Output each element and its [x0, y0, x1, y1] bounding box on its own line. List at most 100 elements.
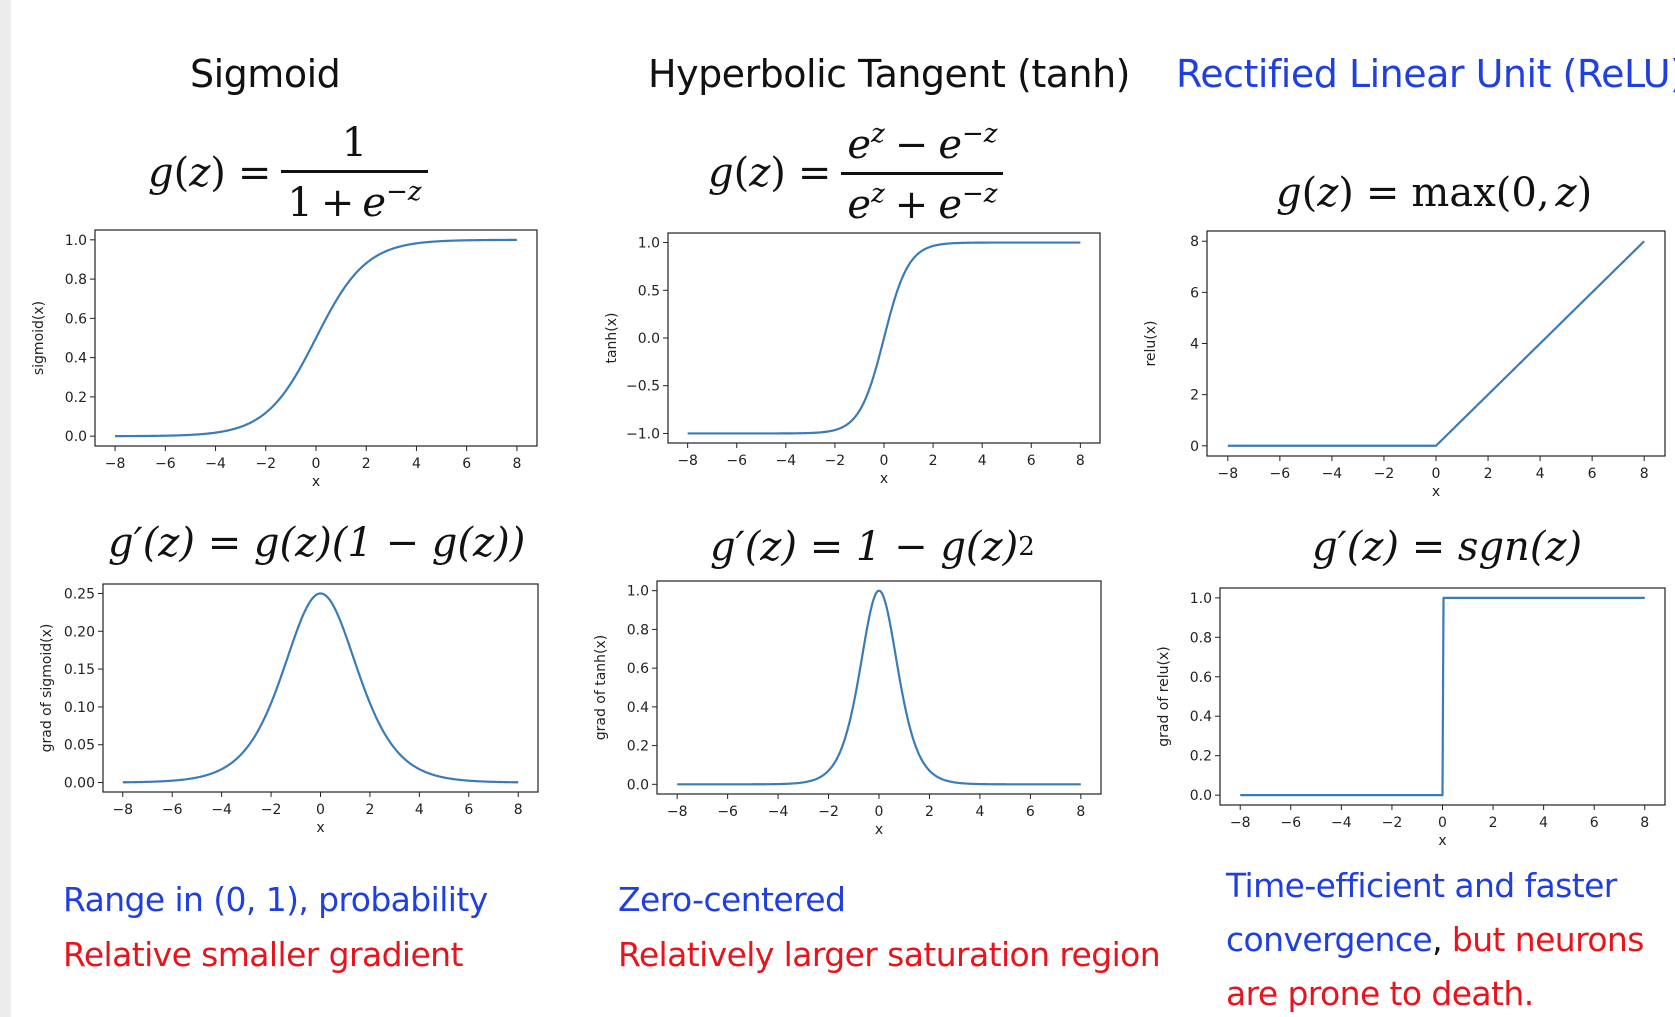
- y-tick-label: 8: [1190, 234, 1199, 250]
- y-tick-label: 6: [1190, 285, 1199, 301]
- y-axis-label: tanh(x): [604, 312, 620, 363]
- x-tick-label: 4: [1536, 466, 1545, 482]
- x-tick-label: −6: [726, 453, 747, 469]
- note-relu-line-3: are prone to death.: [1226, 974, 1534, 1013]
- y-tick-label: 0.20: [64, 624, 95, 640]
- x-tick-label: −2: [825, 453, 846, 469]
- x-tick-label: 0: [316, 802, 325, 818]
- note-relu-line-1: Time-efficient and faster: [1226, 866, 1617, 905]
- y-tick-label: 0.2: [627, 739, 649, 755]
- x-axis-label: x: [316, 820, 324, 836]
- x-tick-label: −8: [105, 456, 126, 472]
- y-tick-label: 1.0: [627, 584, 649, 600]
- x-tick-label: 4: [412, 456, 421, 472]
- x-tick-label: −8: [112, 802, 133, 818]
- x-tick-label: 6: [1590, 815, 1599, 831]
- x-tick-label: −4: [205, 456, 226, 472]
- y-tick-label: 0.4: [627, 700, 649, 716]
- formula-tanh-derivative: g′(z) = 1 − g(z) 2: [710, 524, 1035, 570]
- x-axis-label: x: [880, 471, 888, 487]
- formula-tanh: g(z) = ez − e−z ez + e−z: [708, 119, 1004, 228]
- x-tick-label: −2: [1374, 466, 1395, 482]
- note-tanh-saturation: Relatively larger saturation region: [618, 935, 1161, 974]
- y-axis-label: grad of relu(x): [1156, 646, 1172, 747]
- x-tick-label: −4: [211, 802, 232, 818]
- x-axis-label: x: [1432, 484, 1440, 500]
- x-tick-label: −6: [1270, 466, 1291, 482]
- series-line-drelu: [1240, 596, 1645, 797]
- y-tick-label: 0.5: [638, 283, 660, 299]
- series-line-relu: [1227, 240, 1645, 447]
- left-edge-strip: [0, 0, 11, 1017]
- x-axis-label: x: [1438, 833, 1446, 849]
- y-tick-label: 0.0: [638, 331, 660, 347]
- x-tick-label: −4: [1322, 466, 1343, 482]
- y-tick-label: 1.0: [638, 236, 660, 252]
- y-tick-label: 1.0: [65, 233, 87, 249]
- x-tick-label: 4: [1539, 815, 1548, 831]
- note-sigmoid-range: Range in (0, 1), probability: [63, 880, 488, 919]
- x-tick-label: 8: [1640, 466, 1649, 482]
- x-tick-label: 2: [365, 802, 374, 818]
- y-tick-label: 2: [1190, 388, 1199, 404]
- series-line-sigmoid: [114, 238, 518, 438]
- x-tick-label: 4: [415, 802, 424, 818]
- note-tanh-zero-centered: Zero-centered: [618, 880, 846, 919]
- x-tick-label: 6: [1027, 453, 1036, 469]
- y-tick-label: 0.4: [65, 351, 87, 367]
- y-tick-label: 0.6: [627, 661, 649, 677]
- y-tick-label: 0.6: [1190, 670, 1212, 686]
- series-line-dsigmoid: [122, 592, 519, 784]
- y-tick-label: 0.2: [1190, 749, 1212, 765]
- x-tick-label: 2: [925, 804, 934, 820]
- y-tick-label: 0.05: [64, 738, 95, 754]
- y-tick-label: 1.0: [1190, 591, 1212, 607]
- note-sigmoid-gradient: Relative smaller gradient: [63, 935, 463, 974]
- x-tick-label: 2: [1484, 466, 1493, 482]
- x-tick-label: −2: [1382, 815, 1403, 831]
- x-tick-label: −6: [162, 802, 183, 818]
- y-tick-label: 0.00: [64, 776, 95, 792]
- y-tick-label: 0.25: [64, 586, 95, 602]
- x-tick-label: −4: [768, 804, 789, 820]
- x-tick-label: 8: [1076, 804, 1085, 820]
- x-tick-label: −4: [775, 453, 796, 469]
- x-tick-label: 0: [875, 804, 884, 820]
- x-tick-label: 0: [312, 456, 321, 472]
- x-tick-label: −8: [1217, 466, 1238, 482]
- y-axis-label: relu(x): [1143, 320, 1159, 366]
- x-tick-label: 4: [978, 453, 987, 469]
- y-tick-label: 0.2: [65, 390, 87, 406]
- x-tick-label: 6: [462, 456, 471, 472]
- y-tick-label: −1.0: [626, 426, 660, 442]
- title-tanh: Hyperbolic Tangent (tanh): [648, 52, 1131, 96]
- x-tick-label: −6: [1280, 815, 1301, 831]
- note-relu-line-2: convergence, but neurons: [1226, 920, 1644, 959]
- y-tick-label: 0.0: [627, 777, 649, 793]
- x-tick-label: 8: [514, 802, 523, 818]
- x-tick-label: 6: [464, 802, 473, 818]
- x-tick-label: 0: [1432, 466, 1441, 482]
- title-sigmoid: Sigmoid: [190, 52, 341, 96]
- x-axis-label: x: [875, 822, 883, 838]
- y-tick-label: 0.4: [1190, 709, 1212, 725]
- x-tick-label: 0: [880, 453, 889, 469]
- x-axis-label: x: [312, 474, 320, 490]
- x-tick-label: −6: [717, 804, 738, 820]
- x-tick-label: 0: [1438, 815, 1447, 831]
- formula-sigmoid-derivative: g′(z) = g(z)(1 − g(z)): [108, 520, 526, 566]
- x-tick-label: 2: [1489, 815, 1498, 831]
- x-tick-label: −2: [255, 456, 276, 472]
- x-tick-label: 4: [975, 804, 984, 820]
- x-tick-label: 8: [1640, 815, 1649, 831]
- title-relu: Rectified Linear Unit (ReLU): [1176, 52, 1675, 96]
- x-tick-label: −2: [818, 804, 839, 820]
- series-line-dtanh: [677, 589, 1081, 786]
- x-tick-label: 2: [929, 453, 938, 469]
- y-tick-label: 0.8: [65, 272, 87, 288]
